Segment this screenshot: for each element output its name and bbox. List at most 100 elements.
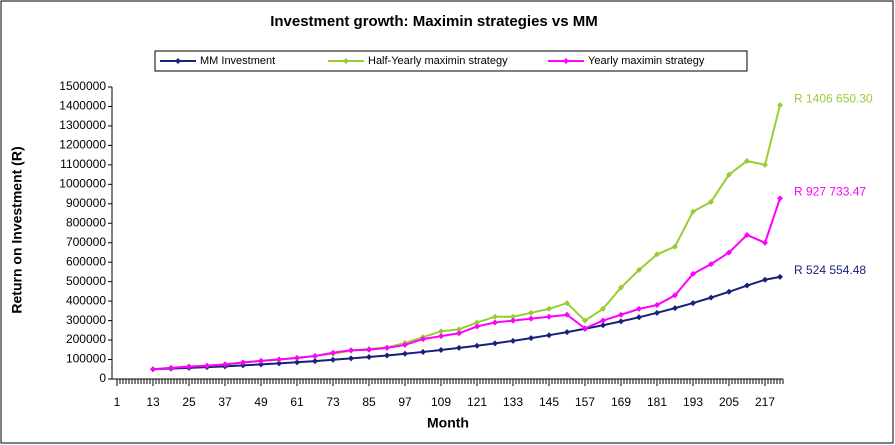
series-marker — [690, 270, 696, 277]
x-tick-label: 13 — [146, 395, 160, 409]
x-tick-label: 25 — [182, 395, 196, 409]
series-marker — [276, 356, 282, 363]
series-marker — [150, 366, 156, 373]
series-marker — [276, 360, 282, 367]
series-marker — [294, 354, 300, 361]
y-tick-label: 100000 — [66, 352, 106, 366]
series-marker — [456, 330, 462, 337]
y-tick-label: 800000 — [66, 215, 106, 229]
series-marker — [528, 315, 534, 322]
y-tick-label: 1000000 — [59, 177, 106, 191]
y-tick-label: 600000 — [66, 254, 106, 268]
series-line — [152, 198, 781, 371]
series-marker — [744, 231, 750, 238]
legend-label: Yearly maximin strategy — [588, 55, 705, 67]
x-tick-label: 1 — [114, 395, 121, 409]
series-marker — [690, 300, 696, 307]
series-marker — [186, 363, 192, 370]
series-marker — [258, 357, 264, 364]
series-marker — [654, 302, 660, 309]
x-tick-label: 61 — [290, 395, 304, 409]
series-marker — [330, 356, 336, 363]
x-tick-label: 49 — [254, 395, 268, 409]
series-marker — [726, 288, 732, 295]
end-annotation: R 927 733.47 — [794, 185, 866, 199]
x-tick-label: 217 — [755, 395, 775, 409]
series-marker — [744, 282, 750, 289]
y-tick-label: 1300000 — [59, 118, 106, 132]
series-marker — [600, 305, 606, 312]
series-marker — [456, 326, 462, 333]
series-marker — [366, 354, 372, 361]
series-marker — [456, 344, 462, 351]
y-axis-label: Return on Investment (R) — [9, 146, 25, 313]
series-marker — [726, 249, 732, 256]
series-marker — [726, 171, 732, 178]
series-marker — [438, 328, 444, 335]
series-marker — [654, 251, 660, 258]
series-marker — [528, 335, 534, 342]
x-tick-label: 193 — [683, 395, 703, 409]
legend-marker — [175, 58, 181, 64]
x-tick-label: 157 — [575, 395, 595, 409]
series-marker — [294, 359, 300, 366]
series-marker — [312, 353, 318, 360]
y-tick-label: 500000 — [66, 274, 106, 288]
series-marker — [777, 273, 783, 280]
series-marker — [492, 319, 498, 326]
series-marker — [618, 284, 624, 291]
series-marker — [564, 300, 570, 307]
series-marker — [474, 319, 480, 326]
legend-box — [154, 50, 748, 72]
series-marker — [762, 276, 768, 283]
y-tick-label: 1100000 — [60, 157, 106, 171]
x-tick-label: 133 — [503, 395, 523, 409]
series-marker — [777, 102, 783, 109]
series-marker — [348, 347, 354, 354]
series-marker — [672, 292, 678, 299]
series-marker — [564, 311, 570, 318]
series-marker — [744, 157, 750, 164]
y-tick-label: 200000 — [66, 332, 106, 346]
series-line — [152, 275, 781, 371]
y-tick-label: 700000 — [66, 235, 106, 249]
x-tick-label: 109 — [431, 395, 451, 409]
series-marker — [690, 208, 696, 215]
series-marker — [582, 325, 588, 332]
series-marker — [492, 340, 498, 347]
series-marker — [672, 243, 678, 250]
series-marker — [222, 361, 228, 368]
series-marker — [708, 198, 714, 205]
x-tick-label: 145 — [539, 395, 559, 409]
series-marker — [510, 337, 516, 344]
series-marker — [528, 309, 534, 316]
series-marker — [636, 314, 642, 321]
legend-label: Half-Yearly maximin strategy — [368, 55, 508, 67]
series-marker — [600, 322, 606, 329]
x-tick-label: 73 — [326, 395, 340, 409]
series-marker — [420, 336, 426, 343]
y-tick-label: 1500000 — [59, 79, 106, 93]
x-tick-label: 181 — [647, 395, 667, 409]
series-marker — [546, 313, 552, 320]
y-tick-label: 300000 — [66, 313, 106, 327]
series-marker — [438, 346, 444, 353]
series-marker — [384, 344, 390, 351]
series-marker — [312, 358, 318, 365]
series-marker — [582, 317, 588, 324]
y-tick-label: 1400000 — [59, 99, 106, 113]
x-tick-label: 97 — [398, 395, 412, 409]
end-annotation: R 1406 650.30 — [794, 91, 873, 105]
legend-marker — [343, 58, 349, 64]
series-marker — [420, 348, 426, 355]
x-tick-label: 85 — [362, 395, 376, 409]
x-tick-label: 37 — [218, 395, 232, 409]
series-marker — [546, 332, 552, 339]
legend-label: MM Investment — [200, 55, 275, 67]
series-marker — [474, 323, 480, 330]
x-tick-label: 205 — [719, 395, 739, 409]
x-tick-label: 169 — [611, 395, 631, 409]
series-marker — [348, 355, 354, 362]
